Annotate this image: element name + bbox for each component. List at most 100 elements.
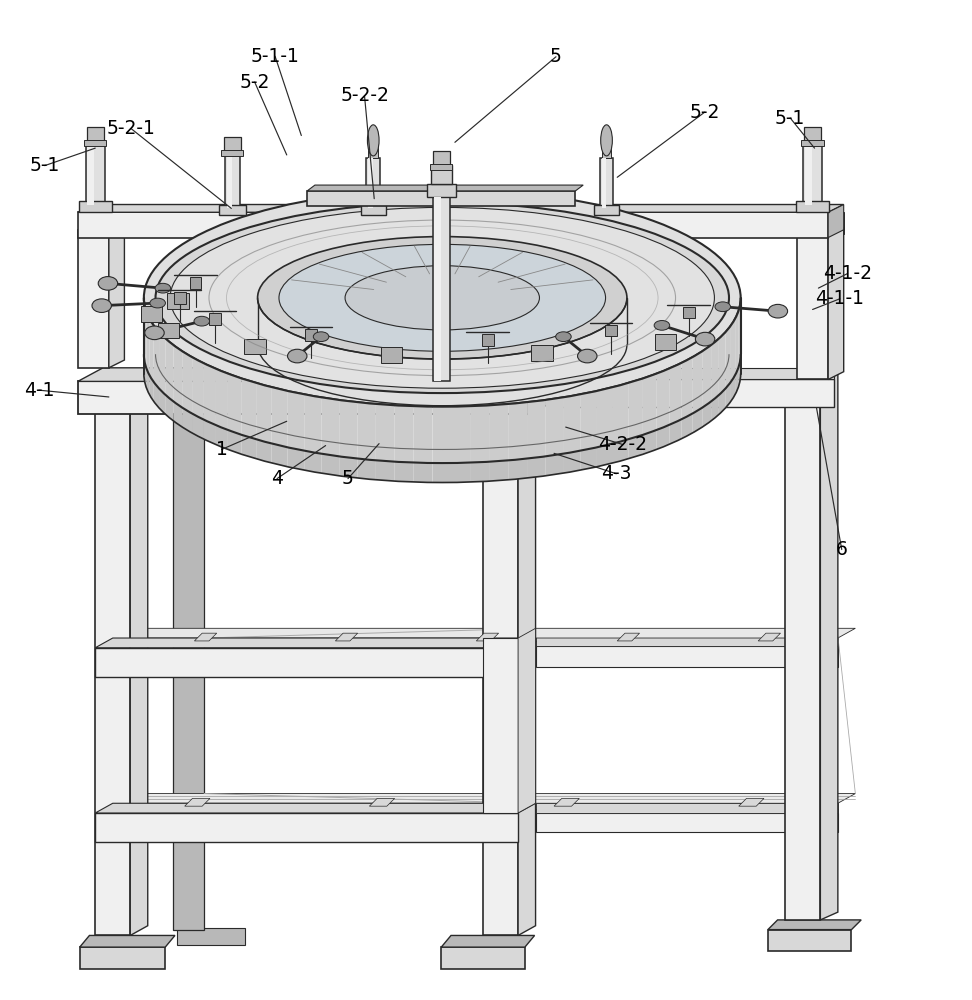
Bar [381, 347, 402, 363]
Ellipse shape [288, 349, 307, 363]
Text: 4-1: 4-1 [23, 381, 54, 400]
Polygon shape [414, 463, 433, 482]
Polygon shape [395, 462, 414, 482]
Bar [594, 205, 619, 215]
Text: 5: 5 [342, 469, 354, 488]
Ellipse shape [156, 283, 171, 293]
Polygon shape [681, 357, 692, 419]
Polygon shape [483, 638, 518, 813]
Ellipse shape [367, 125, 379, 156]
Ellipse shape [98, 277, 118, 290]
Polygon shape [257, 383, 271, 443]
Ellipse shape [768, 304, 787, 318]
Polygon shape [612, 234, 637, 368]
Bar [84, 140, 106, 146]
Polygon shape [725, 382, 731, 408]
Polygon shape [165, 339, 173, 401]
Polygon shape [670, 363, 681, 425]
Bar [366, 158, 380, 208]
Bar [87, 127, 103, 142]
Polygon shape [159, 332, 165, 395]
Bar [431, 165, 452, 184]
Polygon shape [376, 460, 395, 481]
Polygon shape [145, 361, 147, 388]
Polygon shape [712, 339, 719, 401]
Polygon shape [150, 375, 154, 401]
Polygon shape [173, 345, 183, 408]
Ellipse shape [194, 316, 210, 326]
Polygon shape [527, 368, 552, 414]
Polygon shape [719, 332, 725, 395]
Bar [434, 197, 440, 381]
Text: 5: 5 [550, 47, 562, 66]
Polygon shape [441, 935, 535, 947]
Polygon shape [552, 368, 834, 379]
Polygon shape [628, 378, 642, 439]
Polygon shape [735, 312, 738, 375]
Polygon shape [322, 397, 339, 456]
Bar [368, 138, 378, 158]
Polygon shape [322, 454, 339, 476]
Polygon shape [563, 394, 580, 454]
Text: 6: 6 [836, 540, 848, 559]
Polygon shape [536, 636, 838, 646]
Polygon shape [113, 628, 855, 638]
Polygon shape [358, 402, 376, 460]
Ellipse shape [170, 207, 714, 388]
Ellipse shape [601, 125, 612, 156]
Polygon shape [433, 407, 452, 463]
Polygon shape [215, 425, 227, 449]
Polygon shape [288, 447, 304, 470]
Polygon shape [203, 363, 215, 425]
Polygon shape [304, 394, 322, 454]
Bar [434, 151, 449, 166]
Polygon shape [552, 379, 834, 407]
Bar [86, 142, 105, 205]
Polygon shape [797, 236, 828, 379]
Polygon shape [95, 385, 130, 935]
Polygon shape [183, 408, 192, 433]
Polygon shape [154, 382, 159, 408]
Polygon shape [518, 376, 536, 935]
Text: 5-2: 5-2 [689, 103, 720, 122]
Polygon shape [628, 435, 642, 459]
Polygon shape [580, 447, 597, 470]
Polygon shape [173, 378, 204, 930]
Text: 4: 4 [271, 469, 283, 488]
Bar [368, 158, 373, 208]
Polygon shape [307, 191, 575, 206]
Bar [226, 152, 232, 208]
Text: 4-2-2: 4-2-2 [599, 435, 647, 454]
Polygon shape [597, 443, 613, 467]
Polygon shape [159, 389, 165, 414]
Polygon shape [452, 463, 470, 482]
Bar [87, 142, 94, 205]
Bar [796, 201, 829, 212]
Polygon shape [154, 325, 159, 389]
Text: 5-2-1: 5-2-1 [107, 119, 156, 138]
Polygon shape [527, 456, 545, 478]
Bar [801, 140, 824, 146]
Polygon shape [78, 368, 552, 381]
Polygon shape [545, 397, 563, 456]
Bar [190, 277, 201, 289]
Polygon shape [702, 401, 712, 427]
Polygon shape [192, 357, 203, 419]
Polygon shape [215, 368, 227, 430]
Bar [482, 334, 494, 346]
Polygon shape [613, 439, 628, 463]
Polygon shape [692, 408, 702, 433]
Polygon shape [536, 813, 838, 832]
Polygon shape [828, 228, 844, 379]
Bar [600, 158, 613, 208]
Text: 4-1-1: 4-1-1 [816, 289, 864, 308]
Text: 5-1-1: 5-1-1 [251, 47, 299, 66]
Ellipse shape [150, 298, 165, 308]
Polygon shape [227, 430, 242, 454]
Ellipse shape [695, 332, 714, 346]
Bar [805, 142, 812, 205]
Polygon shape [339, 400, 358, 459]
Polygon shape [165, 395, 173, 421]
Ellipse shape [715, 302, 731, 312]
Ellipse shape [145, 326, 164, 340]
